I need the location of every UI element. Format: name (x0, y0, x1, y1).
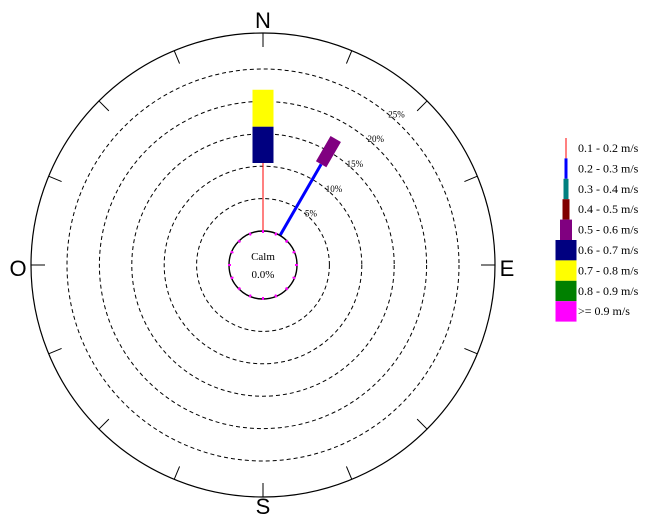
legend-swatch (555, 280, 577, 302)
tick-mark (345, 466, 353, 480)
calm-tick (237, 239, 242, 244)
legend: 0.1 - 0.2 m/s 0.2 - 0.3 m/s 0.3 - 0.4 m/s 0… (555, 138, 639, 322)
tick-mark (48, 175, 62, 183)
bar-segment (278, 163, 323, 237)
tick-mark (173, 50, 181, 64)
legend-swatch (565, 138, 567, 159)
west-label: O (9, 256, 26, 281)
calm-tick (248, 232, 252, 236)
tick-mark (416, 100, 428, 112)
legend-swatch (560, 219, 572, 240)
north-label: N (255, 8, 271, 33)
legend-label: 0.8 - 0.9 m/s (578, 284, 639, 298)
ring-label-20: 20% (367, 134, 384, 144)
legend-label: 0.5 - 0.6 m/s (578, 223, 639, 237)
calm-tick (274, 232, 278, 236)
calm-tick (230, 276, 234, 280)
calm-tick (230, 250, 234, 254)
ring-label-5: 5% (305, 209, 318, 219)
bar-segment (315, 136, 341, 168)
legend-swatch (563, 178, 569, 200)
legend-swatch (555, 240, 577, 261)
tick-mark (48, 347, 62, 355)
tick-mark (416, 418, 428, 430)
calm-tick (237, 286, 242, 291)
tick-mark (464, 175, 478, 183)
legend-swatch (564, 158, 568, 179)
legend-label: 0.1 - 0.2 m/s (578, 141, 639, 155)
legend-label: >= 0.9 m/s (578, 304, 630, 318)
calm-tick (284, 239, 289, 244)
tick-mark (464, 347, 478, 355)
wind-bars (252, 89, 341, 237)
tick-mark (98, 100, 110, 112)
calm-label: Calm (251, 251, 275, 263)
legend-label: 0.6 - 0.7 m/s (578, 243, 639, 257)
legend-label: 0.4 - 0.5 m/s (578, 202, 639, 216)
calm-tick (248, 294, 252, 298)
calm-tick (284, 286, 289, 291)
tick-mark (98, 418, 110, 430)
calm-tick (292, 250, 296, 254)
calm-tick (274, 294, 278, 298)
east-label: E (500, 256, 515, 281)
south-label: S (256, 494, 271, 519)
ring-25 (66, 68, 460, 462)
tick-mark (345, 50, 353, 64)
calm-tick (292, 276, 296, 280)
legend-label: 0.3 - 0.4 m/s (578, 182, 639, 196)
calm-value: 0.0% (252, 269, 275, 281)
legend-swatch (555, 301, 577, 322)
ring-5 (196, 198, 330, 332)
legend-swatch (562, 199, 570, 220)
ring-label-15: 15% (347, 159, 364, 169)
calm-circle (228, 230, 298, 300)
ring-labels: 5% 10% 15% 20% 25% (305, 109, 405, 218)
legend-label: 0.7 - 0.8 m/s (578, 263, 639, 277)
tick-mark (173, 466, 181, 480)
legend-swatch (555, 260, 577, 281)
ring-label-10: 10% (326, 184, 343, 194)
ring-label-25: 25% (388, 109, 405, 119)
ticks (31, 33, 495, 497)
legend-label: 0.2 - 0.3 m/s (578, 161, 639, 175)
